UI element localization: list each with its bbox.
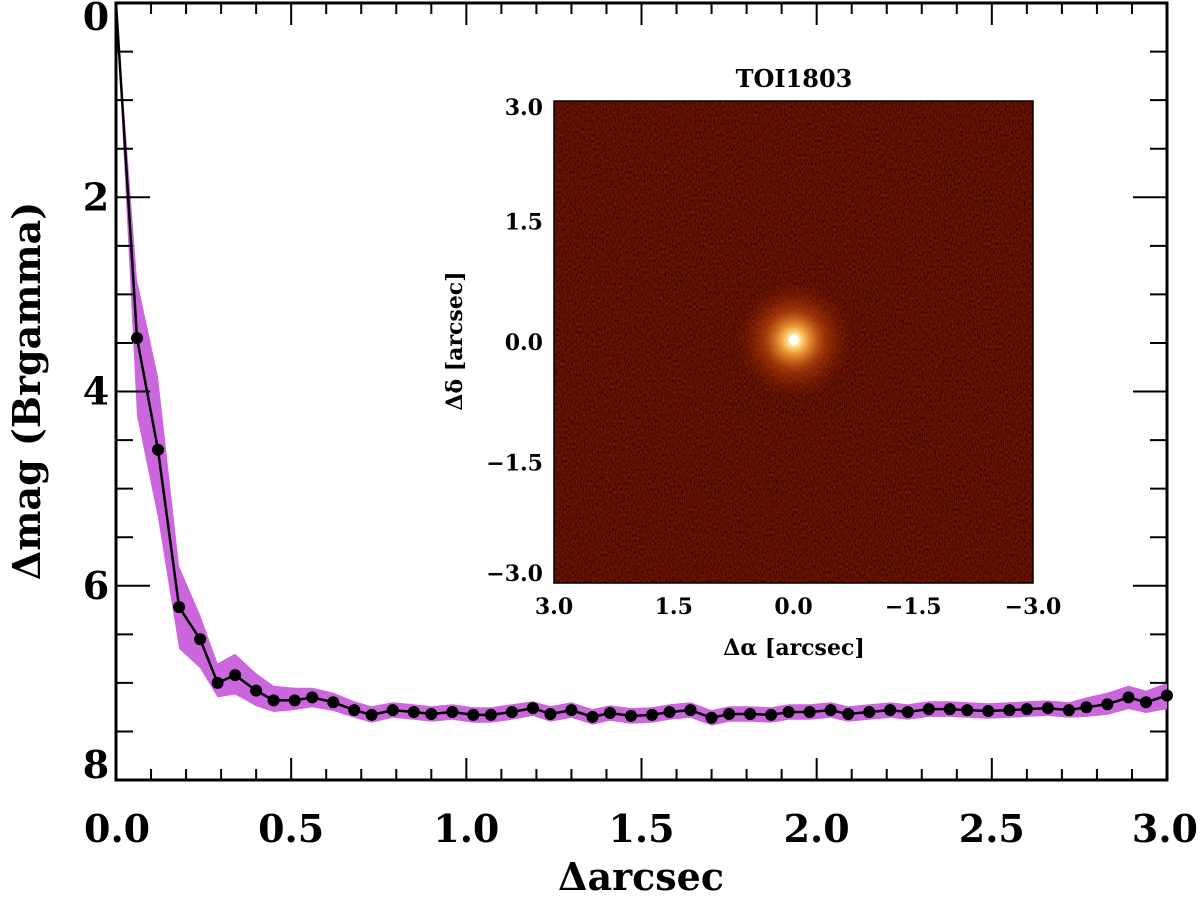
data-point [484,708,497,721]
data-point [982,705,995,717]
data-point [922,703,935,716]
inset-x-tick-label: −1.5 [885,594,942,620]
inset-y-axis-title: Δδ [arcsec] [442,271,468,410]
data-point [407,706,420,718]
inset-y-tick-label: 3.0 [505,95,543,121]
data-point [131,332,143,345]
data-point [194,633,207,646]
data-point [884,704,897,717]
data-point [526,702,539,715]
x-axis-title: Δarcsec [558,854,724,897]
x-tick-label: 3.0 [1132,806,1198,851]
data-markers [131,332,1173,724]
data-point [961,704,974,717]
data-point [625,709,637,722]
data-point [306,691,319,704]
data-point [348,704,361,717]
x-tick-label: 0.5 [258,806,324,851]
y-tick-label: 0 [83,0,109,39]
inset-y-tick-label: −3.0 [486,561,543,587]
inset-x-tick-label: 3.0 [535,594,573,620]
inset-image [553,100,1034,584]
data-point [803,706,816,718]
x-tick-label: 1.5 [608,806,674,851]
data-point [565,704,578,717]
data-point [663,706,676,718]
data-point [782,706,795,718]
data-point [229,669,242,682]
data-point [1041,702,1054,715]
data-point [250,684,263,697]
y-axis-ticks: 0 2 4 6 8 [83,0,1167,787]
data-point [327,696,340,709]
inset-x-axis-title: Δα [arcsec] [723,635,865,661]
x-tick-label: 0.0 [84,806,150,851]
data-point [765,708,778,721]
inset-y-tick-label: 0.0 [505,330,543,356]
data-point [684,704,697,717]
data-point [386,704,399,717]
data-point [1101,698,1114,711]
data-point [288,694,301,707]
data-point [544,708,557,720]
y-tick-label: 6 [83,563,109,608]
data-point [467,708,480,721]
inset-x-tick-label: −3.0 [1005,594,1062,620]
data-point [152,443,164,456]
data-point [824,704,837,717]
x-tick-label: 1.0 [433,806,499,851]
data-point [744,708,757,720]
inset-x-tick-label: 0.0 [774,594,812,620]
data-point [705,711,718,724]
data-point [365,708,378,721]
inset-frame [553,100,1034,584]
inset-x-tick-label: 1.5 [655,594,693,620]
y-tick-label: 2 [83,174,109,219]
data-point [1003,704,1016,717]
data-point [505,706,518,718]
data-point [211,676,224,689]
data-point [586,710,599,723]
y-axis-title: Δmag (Brgamma) [4,202,49,580]
y-tick-label: 4 [83,369,109,414]
data-point [173,601,186,614]
data-point [646,708,658,721]
x-axis-ticks: 0.0 0.5 1.0 1.5 2.0 2.5 3.0 [84,3,1198,851]
x-tick-label: 2.5 [959,806,1025,851]
data-point [901,706,914,718]
data-point [604,707,616,719]
data-point [1140,696,1152,709]
data-point [1122,691,1135,704]
inset-y-ticks: 3.0 1.5 0.0 −1.5 −3.0 [486,95,543,587]
star-core [789,335,799,345]
y-tick-label: 8 [83,742,109,787]
data-point [1080,701,1093,714]
data-point [446,706,459,718]
inset-y-tick-label: −1.5 [486,451,543,477]
data-point [863,706,876,718]
data-point [1062,704,1075,717]
data-point [267,694,280,707]
data-point [1161,689,1173,702]
data-point [723,708,736,720]
x-tick-label: 2.0 [784,806,850,851]
inset-title: TOI1803 [736,64,853,93]
inset-y-tick-label: 1.5 [505,210,543,236]
data-point [842,708,855,720]
data-point [943,703,956,716]
data-point [425,708,438,720]
data-point [1020,703,1033,716]
inset-x-ticks: 3.0 1.5 0.0 −1.5 −3.0 [535,594,1062,620]
